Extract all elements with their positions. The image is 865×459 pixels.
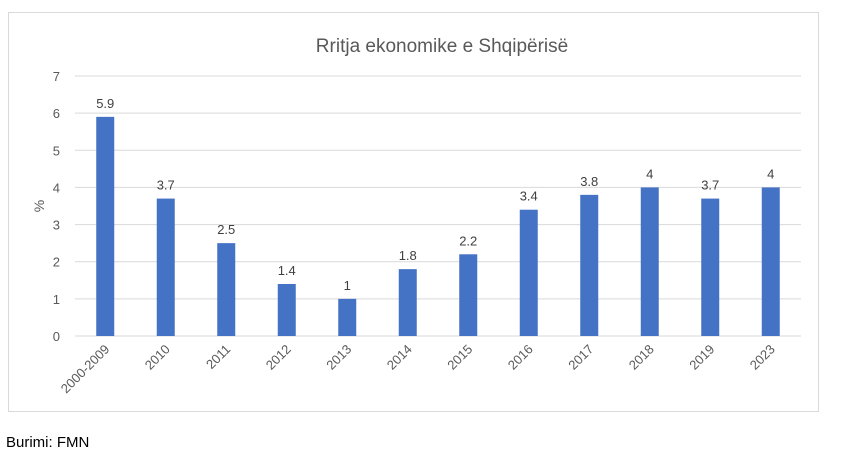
bar-2016 — [519, 209, 538, 336]
data-label-2015: 2.2 — [459, 233, 477, 248]
bar-2018 — [640, 187, 659, 336]
x-tick-label-2012: 2012 — [263, 342, 294, 373]
x-tick-label-2017: 2017 — [565, 342, 596, 373]
bar-2017 — [580, 194, 599, 336]
bar-2012 — [277, 284, 296, 336]
source-note: Burimi: FMN — [6, 434, 90, 451]
bar-2011 — [217, 243, 236, 336]
x-tick-label-2019: 2019 — [686, 342, 717, 373]
data-label-2010: 3.7 — [157, 178, 175, 193]
y-tick-label-7: 7 — [53, 69, 60, 84]
bar-2014 — [398, 269, 417, 336]
bar-2000-2009 — [96, 116, 115, 336]
y-tick-label-6: 6 — [53, 106, 60, 121]
x-tick-label-2010: 2010 — [142, 342, 173, 373]
x-tick-label-2018: 2018 — [626, 342, 657, 373]
chart-title: Rritja ekonomike e Shqipërisë — [316, 36, 568, 57]
data-label-2013: 1 — [344, 278, 351, 293]
data-label-2014: 1.8 — [399, 248, 417, 263]
y-tick-label-3: 3 — [53, 218, 60, 233]
y-tick-label-5: 5 — [53, 143, 60, 158]
x-tick-label-2014: 2014 — [384, 342, 415, 373]
y-tick-label-0: 0 — [53, 329, 60, 344]
bar-2019 — [701, 198, 720, 336]
y-axis-label: % — [31, 200, 47, 212]
data-label-2000-2009: 5.9 — [96, 96, 114, 111]
bar-2015 — [459, 254, 478, 336]
y-tick-label-1: 1 — [53, 292, 60, 307]
x-tick-label-2016: 2016 — [505, 342, 536, 373]
data-label-2011: 2.5 — [217, 222, 235, 237]
data-label-2017: 3.8 — [580, 174, 598, 189]
bar-2023 — [761, 187, 780, 336]
x-tick-label-2015: 2015 — [444, 342, 475, 373]
x-tick-label-2013: 2013 — [323, 342, 354, 373]
y-tick-label-2: 2 — [53, 255, 60, 270]
data-label-2012: 1.4 — [278, 263, 296, 278]
y-tick-label-4: 4 — [53, 180, 60, 195]
x-tick-label-2000-2009: 2000-2009 — [58, 342, 113, 397]
data-label-2023: 4 — [767, 166, 774, 181]
x-tick-label-2023: 2023 — [747, 342, 778, 373]
data-label-2019: 3.7 — [701, 178, 719, 193]
data-label-2018: 4 — [646, 166, 653, 181]
chart-frame — [8, 12, 819, 412]
data-label-2016: 3.4 — [520, 189, 538, 204]
bar-2010 — [156, 198, 175, 336]
bar-2013 — [338, 298, 357, 336]
x-tick-label-2011: 2011 — [203, 342, 233, 372]
